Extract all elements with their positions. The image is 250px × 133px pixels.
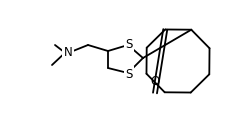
Text: S: S — [125, 68, 133, 80]
Text: S: S — [125, 38, 133, 51]
Text: N: N — [64, 47, 72, 59]
Text: O: O — [150, 75, 160, 88]
